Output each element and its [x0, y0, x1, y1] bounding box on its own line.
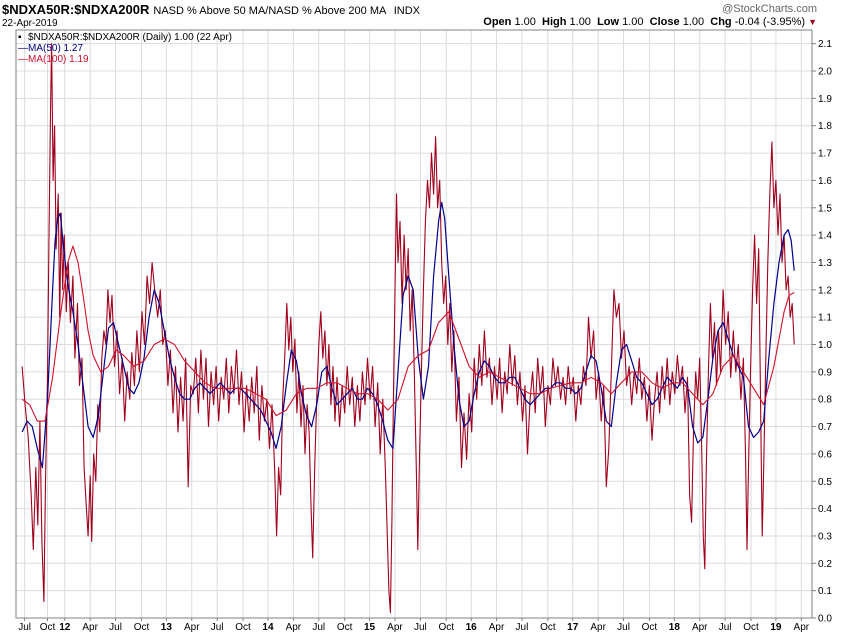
- x-tick-label: Jul: [719, 622, 732, 633]
- chg-label: Chg: [710, 16, 732, 28]
- x-tick-label: 16: [466, 622, 478, 633]
- x-tick-label: Jul: [312, 622, 325, 633]
- x-tick-label: Apr: [184, 622, 200, 633]
- x-tick-label: 12: [59, 622, 71, 633]
- x-axis: Jul Oct 12 Apr Jul Oct 13 Apr Jul Oct 14 Apr Jul Oct 1…: [18, 618, 810, 633]
- series-line-ma100: [21, 245, 795, 422]
- chart-date: 22-Apr-2019: [2, 18, 58, 29]
- y-tick-label: 0.2: [818, 559, 832, 570]
- symbol-description: NASD % Above 50 MA/NASD % Above 200 MA: [153, 5, 387, 17]
- x-tick-label: Apr: [692, 622, 708, 633]
- y-tick-label: 1.8: [818, 121, 832, 132]
- x-tick-label: 19: [770, 622, 782, 633]
- series-line-ma50: [21, 201, 795, 469]
- chg-value: -0.04 (-3.95%): [734, 16, 806, 28]
- x-tick-label: Oct: [337, 622, 353, 633]
- x-tick-label: Jul: [617, 622, 630, 633]
- y-tick-label: 0.7: [818, 422, 832, 433]
- series-layer: [21, 43, 795, 614]
- legend-marker: —: [18, 43, 28, 54]
- x-tick-label: Jul: [211, 622, 224, 633]
- close-value: 1.00: [682, 16, 705, 28]
- y-tick-label: 0.0: [818, 614, 832, 625]
- x-tick-label: Apr: [489, 622, 505, 633]
- x-tick-label: Oct: [235, 622, 251, 633]
- y-tick-label: 2.0: [818, 67, 832, 78]
- y-tick-label: 0.4: [818, 504, 832, 515]
- grid-lines: [16, 30, 812, 619]
- open-label: Open: [483, 16, 512, 28]
- y-tick-label: 0.1: [818, 586, 832, 597]
- x-tick-label: Apr: [387, 622, 403, 633]
- y-tick-label: 1.6: [818, 176, 832, 187]
- y-tick-label: 0.8: [818, 395, 832, 406]
- y-tick-label: 1.5: [818, 203, 832, 214]
- x-tick-label: Oct: [743, 622, 759, 633]
- plot-frame: [15, 29, 813, 619]
- legend-entry: MA(100) 1.19: [28, 54, 89, 65]
- y-tick-label: 2.1: [818, 39, 832, 50]
- legend-marker: —: [18, 54, 28, 65]
- exchange-label: INDX: [393, 5, 420, 17]
- y-tick-label: 1.1: [818, 313, 832, 324]
- open-value: 1.00: [514, 16, 536, 28]
- legend-entry: $NDXA50R:$NDXA200R (Daily) 1.00 (22 Apr): [28, 32, 232, 43]
- x-tick-label: 17: [567, 622, 579, 633]
- x-tick-label: Jul: [516, 622, 529, 633]
- symbol-label: $NDXA50R:$NDXA200R: [2, 2, 150, 17]
- x-tick-label: 13: [161, 622, 173, 633]
- x-tick-label: Oct: [642, 622, 658, 633]
- down-arrow-icon: ▼: [808, 17, 817, 27]
- x-tick-label: Apr: [590, 622, 606, 633]
- chart-title: $NDXA50R:$NDXA200R NASD % Above 50 MA/NAS…: [2, 2, 420, 17]
- x-tick-label: Oct: [438, 622, 454, 633]
- x-tick-label: Oct: [40, 622, 56, 633]
- y-tick-label: 0.3: [818, 531, 832, 542]
- y-tick-label: 1.3: [818, 258, 832, 269]
- low-value: 1.00: [622, 16, 644, 28]
- x-tick-label: 18: [669, 622, 681, 633]
- ohlc-readout: Open 1.00 High 1.00 Low 1.00 Close 1.00 …: [483, 16, 817, 28]
- x-tick-label: Apr: [286, 622, 302, 633]
- high-label: High: [542, 16, 567, 28]
- x-tick-label: Jul: [109, 622, 122, 633]
- low-label: Low: [597, 16, 620, 28]
- y-tick-label: 1.4: [818, 231, 832, 242]
- series-line-price: [21, 43, 795, 614]
- y-tick-label: 0.6: [818, 449, 832, 460]
- x-tick-label: Jul: [414, 622, 427, 633]
- watermark: @StockCharts.com: [722, 3, 817, 15]
- y-tick-label: 1.2: [818, 285, 832, 296]
- x-tick-label: 14: [262, 622, 274, 633]
- close-label: Close: [649, 16, 680, 28]
- y-tick-label: 1.9: [818, 94, 832, 105]
- x-tick-label: Jul: [18, 622, 31, 633]
- x-tick-label: 15: [364, 622, 376, 633]
- x-tick-label: Oct: [540, 622, 556, 633]
- x-tick-label: Apr: [82, 622, 98, 633]
- legend: ▪ $NDXA50R:$NDXA200R (Daily) 1.00 (22 Apr…: [18, 32, 232, 65]
- y-tick-label: 1.7: [818, 149, 832, 160]
- x-tick-label: Oct: [134, 622, 150, 633]
- y-tick-label: 0.5: [818, 477, 832, 488]
- y-tick-label: 1.0: [818, 340, 832, 351]
- y-axis: 0.0 0.1 0.2 0.3 0.4 0.5 0.6 0.7 0.8 0.9 1.0 1.1 1.2 1…: [812, 39, 832, 625]
- high-value: 1.00: [569, 16, 591, 28]
- y-tick-label: 0.9: [818, 367, 832, 378]
- legend-marker: ▪: [18, 32, 22, 43]
- x-tick-label: Apr: [794, 622, 810, 633]
- legend-entry: MA(50) 1.27: [28, 43, 83, 54]
